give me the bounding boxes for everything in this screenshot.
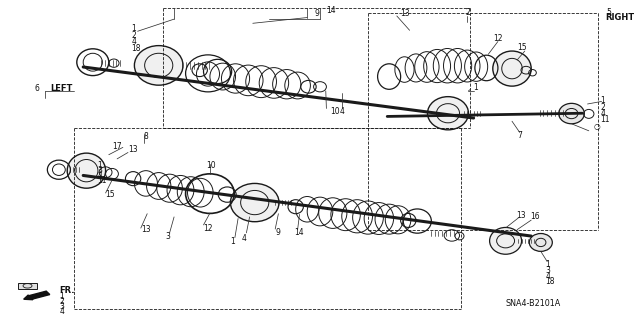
Ellipse shape [428, 97, 468, 130]
Ellipse shape [529, 234, 552, 251]
Text: 14: 14 [294, 228, 304, 237]
Text: 8: 8 [143, 132, 148, 141]
Text: 13: 13 [141, 225, 150, 234]
Bar [18, 283, 37, 289]
Text: ○: ○ [594, 122, 600, 131]
Text: 1: 1 [97, 161, 102, 170]
Text: 13: 13 [128, 145, 138, 154]
Text: 17: 17 [112, 142, 122, 151]
Text: 14: 14 [326, 6, 336, 15]
Text: 4: 4 [600, 109, 605, 118]
Text: 1: 1 [474, 83, 478, 92]
Text: 12: 12 [493, 34, 502, 43]
Text: 2: 2 [60, 297, 64, 306]
Ellipse shape [230, 183, 279, 222]
Ellipse shape [493, 51, 531, 86]
Text: SNA4-B2101A: SNA4-B2101A [506, 299, 561, 308]
Text: 10: 10 [330, 107, 340, 115]
Text: 1: 1 [60, 292, 64, 301]
Text: 15: 15 [517, 43, 527, 52]
Text: 7: 7 [517, 131, 522, 140]
Text: 3: 3 [165, 232, 170, 241]
Text: 11: 11 [600, 115, 610, 124]
Text: 5: 5 [607, 8, 612, 17]
Text: 10: 10 [206, 161, 216, 170]
Text: 1: 1 [545, 260, 550, 269]
Text: 2: 2 [600, 103, 605, 112]
Ellipse shape [67, 153, 106, 188]
Text: 9: 9 [275, 228, 280, 237]
Text: 4: 4 [60, 308, 65, 316]
Text: 15: 15 [106, 190, 115, 199]
Text: RIGHT: RIGHT [605, 13, 634, 22]
Text: 6: 6 [34, 84, 39, 93]
Text: 13: 13 [516, 211, 525, 220]
Text: 9: 9 [315, 9, 320, 18]
Text: 3: 3 [97, 166, 102, 175]
Text: 3: 3 [545, 266, 550, 275]
Ellipse shape [490, 227, 522, 254]
Text: 4: 4 [97, 171, 102, 180]
Text: 1: 1 [600, 96, 605, 105]
Text: 4: 4 [131, 37, 136, 46]
Text: 1: 1 [230, 237, 235, 246]
Text: 3: 3 [60, 302, 65, 311]
Text: LEFT: LEFT [50, 84, 72, 93]
Ellipse shape [134, 46, 183, 85]
FancyArrow shape [24, 291, 50, 300]
Ellipse shape [559, 103, 584, 124]
Text: 18: 18 [545, 278, 555, 286]
Text: 16: 16 [530, 212, 540, 221]
Text: 18: 18 [131, 44, 141, 53]
Text: 4: 4 [339, 107, 344, 115]
Text: 1: 1 [131, 24, 136, 33]
Text: FR.: FR. [60, 286, 75, 295]
Text: 2: 2 [131, 31, 136, 40]
Text: 13: 13 [400, 9, 410, 18]
Text: 2: 2 [466, 8, 470, 17]
Text: 12: 12 [204, 224, 213, 233]
Text: 4: 4 [545, 272, 550, 281]
Text: 11: 11 [97, 176, 107, 185]
Text: 4: 4 [242, 234, 247, 243]
